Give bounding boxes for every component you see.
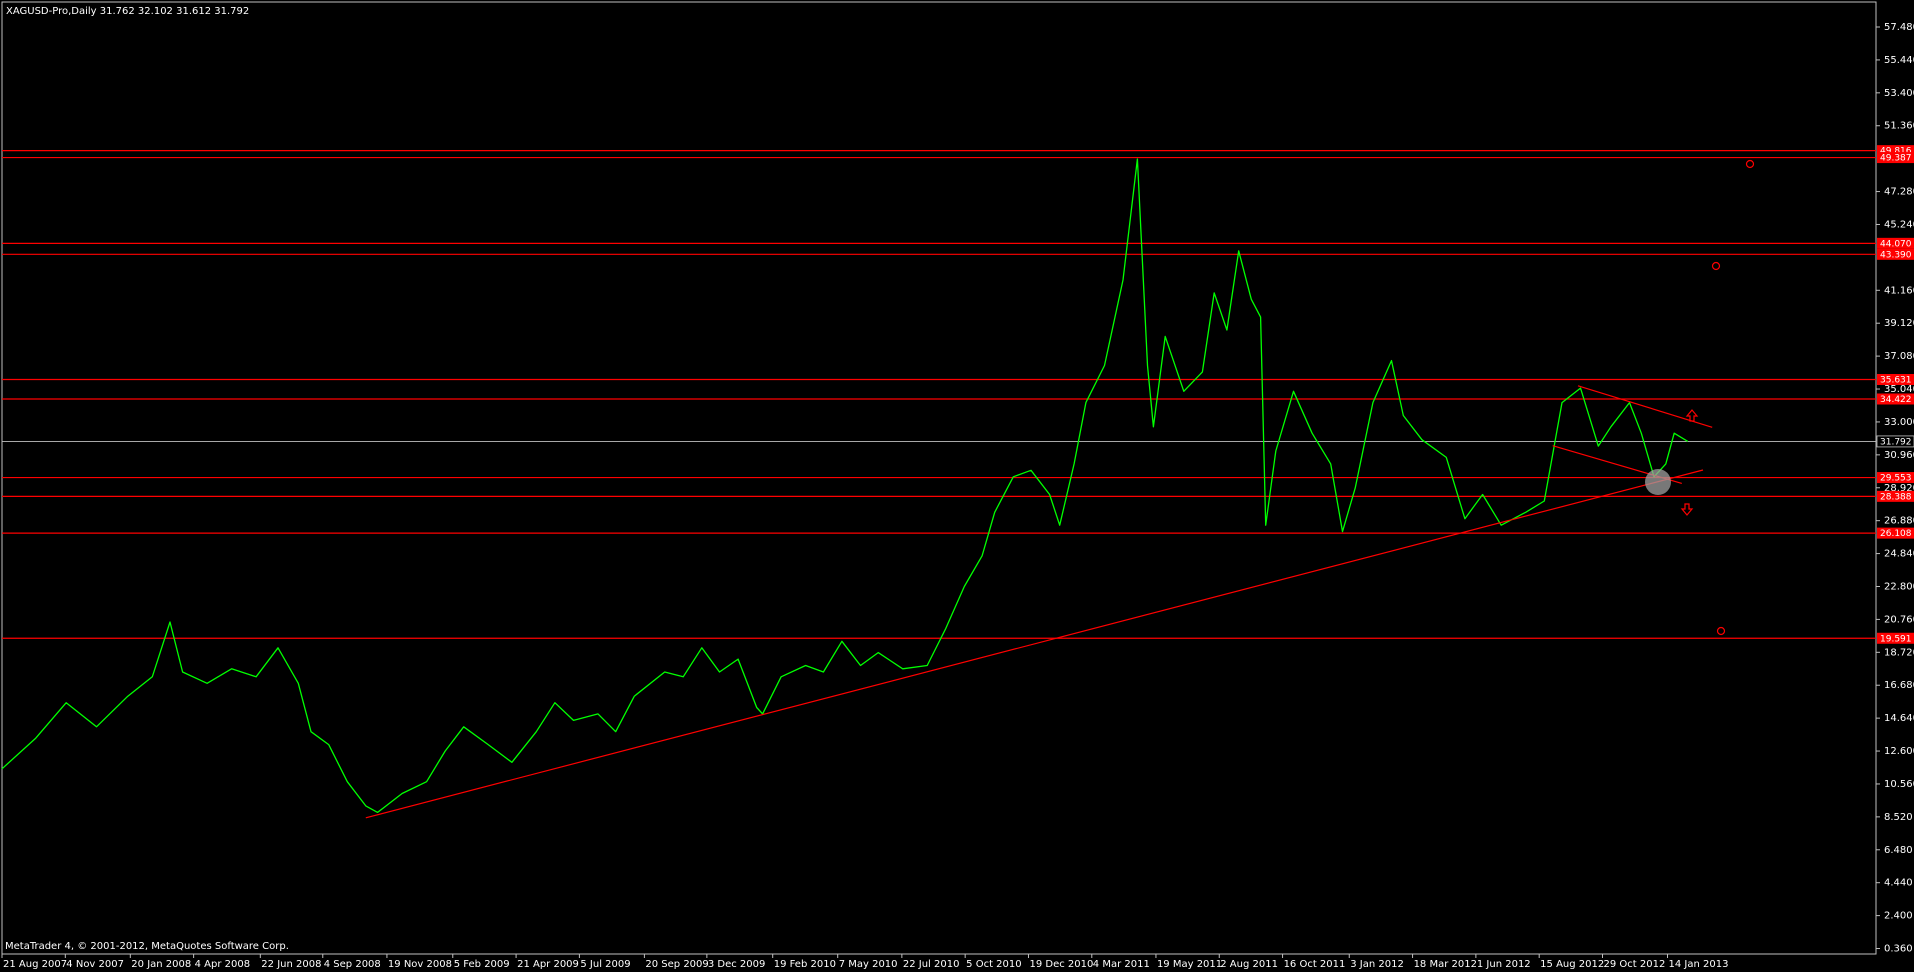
y-tick-label: 2.400: [1884, 911, 1913, 922]
arrow-markers: [1680, 159, 1755, 636]
price-label-box: [1876, 435, 1914, 448]
level-label: 49.387: [1880, 154, 1912, 164]
marker: [1745, 159, 1755, 169]
level-label-box: [1877, 472, 1914, 484]
y-tick-label: 26.880: [1884, 516, 1914, 527]
level-label: 19.591: [1880, 634, 1912, 644]
level-label-box: [1877, 145, 1914, 157]
y-tick-label: 18.720: [1884, 647, 1914, 658]
x-tick-label: 22 Jun 2008: [261, 959, 321, 970]
level-label: 29.553: [1880, 474, 1912, 484]
marker: [1711, 261, 1721, 271]
x-tick-label: 4 Mar 2011: [1093, 959, 1150, 970]
x-tick-label: 22 Jul 2010: [903, 959, 960, 970]
level-label: 34.422: [1880, 395, 1912, 405]
level-label-box: [1877, 373, 1914, 385]
level-label: 44.070: [1880, 239, 1912, 249]
x-tick-label: 21 Apr 2009: [517, 959, 579, 970]
x-tick-label: 19 Nov 2008: [388, 959, 452, 970]
y-tick-label: 16.680: [1884, 680, 1914, 691]
level-label-box: [1877, 393, 1914, 405]
level-label-box: [1877, 152, 1914, 164]
marker: [1716, 626, 1726, 636]
level-label-box: [1877, 527, 1914, 539]
x-tick-label: 14 Jan 2013: [1668, 959, 1728, 970]
highlight-circle: [1645, 469, 1671, 495]
y-tick-label: 0.360: [1884, 944, 1913, 955]
x-tick-label: 4 Apr 2008: [195, 959, 250, 970]
trendline: [365, 469, 1704, 819]
chart-title: XAGUSD-Pro,Daily 31.762 32.102 31.612 31…: [6, 6, 249, 17]
y-tick-label: 12.600: [1884, 746, 1914, 757]
y-tick-label: 28.920: [1884, 483, 1914, 494]
x-tick-label: 18 Mar 2012: [1414, 959, 1477, 970]
levels-layer: [2, 150, 1876, 639]
x-tick-label: 19 May 2011: [1157, 959, 1222, 970]
x-tick-label: 2 Aug 2011: [1220, 959, 1278, 970]
x-tick-label: 16 Oct 2011: [1284, 959, 1346, 970]
y-tick-label: 14.640: [1884, 713, 1914, 724]
x-tick-label: 20 Sep 2009: [645, 959, 708, 970]
level-label: 49.816: [1880, 147, 1912, 157]
y-tick-label: 47.280: [1884, 187, 1914, 198]
y-tick-label: 30.960: [1884, 450, 1914, 461]
arrow-up: [1685, 409, 1699, 422]
x-tick-label: 15 Aug 2012: [1540, 959, 1604, 970]
footer-note: MetaTrader 4, © 2001-2012, MetaQuotes So…: [5, 941, 289, 952]
level-label: 43.390: [1880, 250, 1912, 260]
y-tick-label: 6.480: [1884, 845, 1913, 856]
level-label-box: [1877, 490, 1914, 502]
level-label: 26.108: [1880, 529, 1912, 539]
y-tick-label: 22.800: [1884, 581, 1914, 592]
y-tick-label: 53.400: [1884, 88, 1914, 99]
y-tick-label: 39.120: [1884, 318, 1914, 329]
x-tick-label: 29 Oct 2012: [1603, 959, 1665, 970]
y-tick-label: 8.520: [1884, 812, 1913, 823]
y-tick-label: 37.080: [1884, 351, 1914, 362]
x-tick-label: 4 Nov 2007: [66, 959, 124, 970]
level-label-box: [1877, 248, 1914, 260]
series-layer: [1, 158, 1689, 814]
y-tick-label: 57.480: [1884, 22, 1914, 33]
y-tick-label: 55.440: [1884, 55, 1914, 66]
x-tick-label: 5 Jul 2009: [580, 959, 630, 970]
price-label: 31.792: [1880, 437, 1912, 447]
y-tick-label: 35.040: [1884, 384, 1914, 395]
level-label: 35.631: [1880, 375, 1912, 385]
level-label-box: [1877, 632, 1914, 644]
y-tick-label: 45.240: [1884, 219, 1914, 230]
x-tick-label: 19 Dec 2010: [1029, 959, 1093, 970]
x-tick-label: 3 Dec 2009: [708, 959, 766, 970]
y-tick-label: 33.000: [1884, 417, 1914, 428]
y-tick-label: 24.840: [1884, 549, 1914, 560]
x-tick-label: 21 Aug 2007: [3, 959, 67, 970]
arrow-down: [1680, 503, 1694, 516]
y-tick-label: 51.360: [1884, 121, 1914, 132]
level-label: 28.388: [1880, 492, 1912, 502]
x-tick-label: 5 Feb 2009: [454, 959, 510, 970]
x-tick-label: 7 May 2010: [839, 959, 898, 970]
x-tick-label: 20 Jan 2008: [131, 959, 191, 970]
y-tick-label: 10.560: [1884, 779, 1914, 790]
x-tick-label: 19 Feb 2010: [774, 959, 836, 970]
x-tick-label: 1 Jun 2012: [1477, 959, 1531, 970]
x-tick-label: 4 Sep 2008: [324, 959, 381, 970]
x-tick-label: 3 Jan 2012: [1350, 959, 1404, 970]
y-tick-label: 20.760: [1884, 614, 1914, 625]
x-tick-label: 5 Oct 2010: [966, 959, 1021, 970]
y-tick-label: 41.160: [1884, 285, 1914, 296]
level-label-box: [1877, 237, 1914, 249]
y-tick-label: 4.440: [1884, 878, 1913, 889]
axis-layer: 0.360 2.400 4.440 6.480 8.520 10.560 12.600 14.…: [1, 22, 1914, 970]
price-series: [1, 158, 1689, 814]
